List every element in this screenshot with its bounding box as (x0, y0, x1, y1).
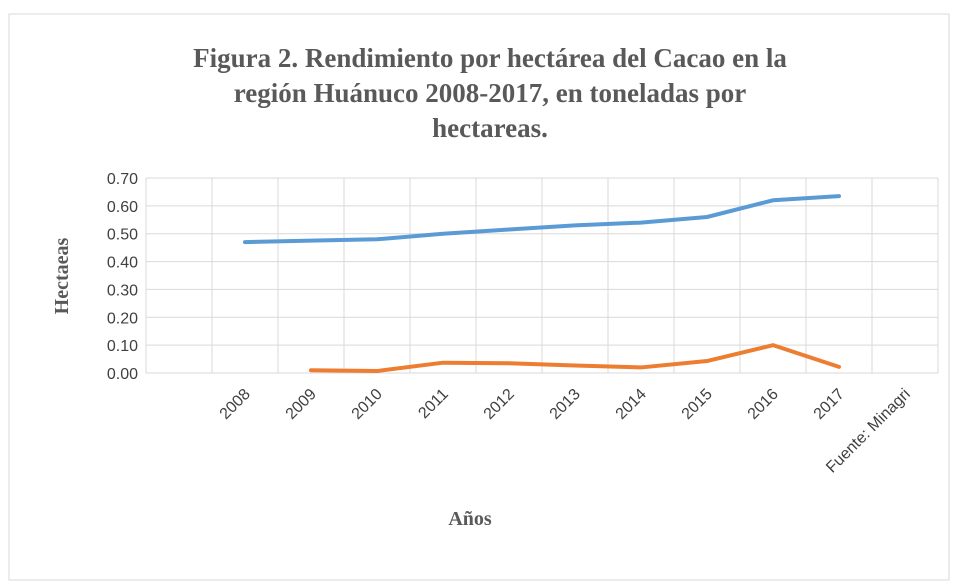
chart-border (8, 13, 950, 581)
y-tick-label: 0.20 (107, 310, 138, 327)
chart-title: Figura 2. Rendimiento por hectárea del C… (193, 43, 787, 73)
y-tick-label: 0.30 (107, 282, 138, 299)
y-tick-label: 0.50 (107, 227, 138, 244)
y-tick-label: 0.70 (107, 171, 138, 188)
chart-title: región Huánuco 2008-2017, en toneladas p… (234, 78, 747, 108)
y-tick-label: 0.10 (107, 338, 138, 355)
y-tick-label: 0.60 (107, 199, 138, 216)
x-axis-label: Años (448, 508, 492, 530)
line-series (243, 194, 841, 245)
y-axis-label: Hectaeas (51, 237, 73, 314)
line-series (309, 343, 841, 374)
y-tick-label: 0.00 (107, 366, 138, 383)
chart-title: hectareas. (432, 113, 548, 143)
y-tick-label: 0.40 (107, 255, 138, 272)
